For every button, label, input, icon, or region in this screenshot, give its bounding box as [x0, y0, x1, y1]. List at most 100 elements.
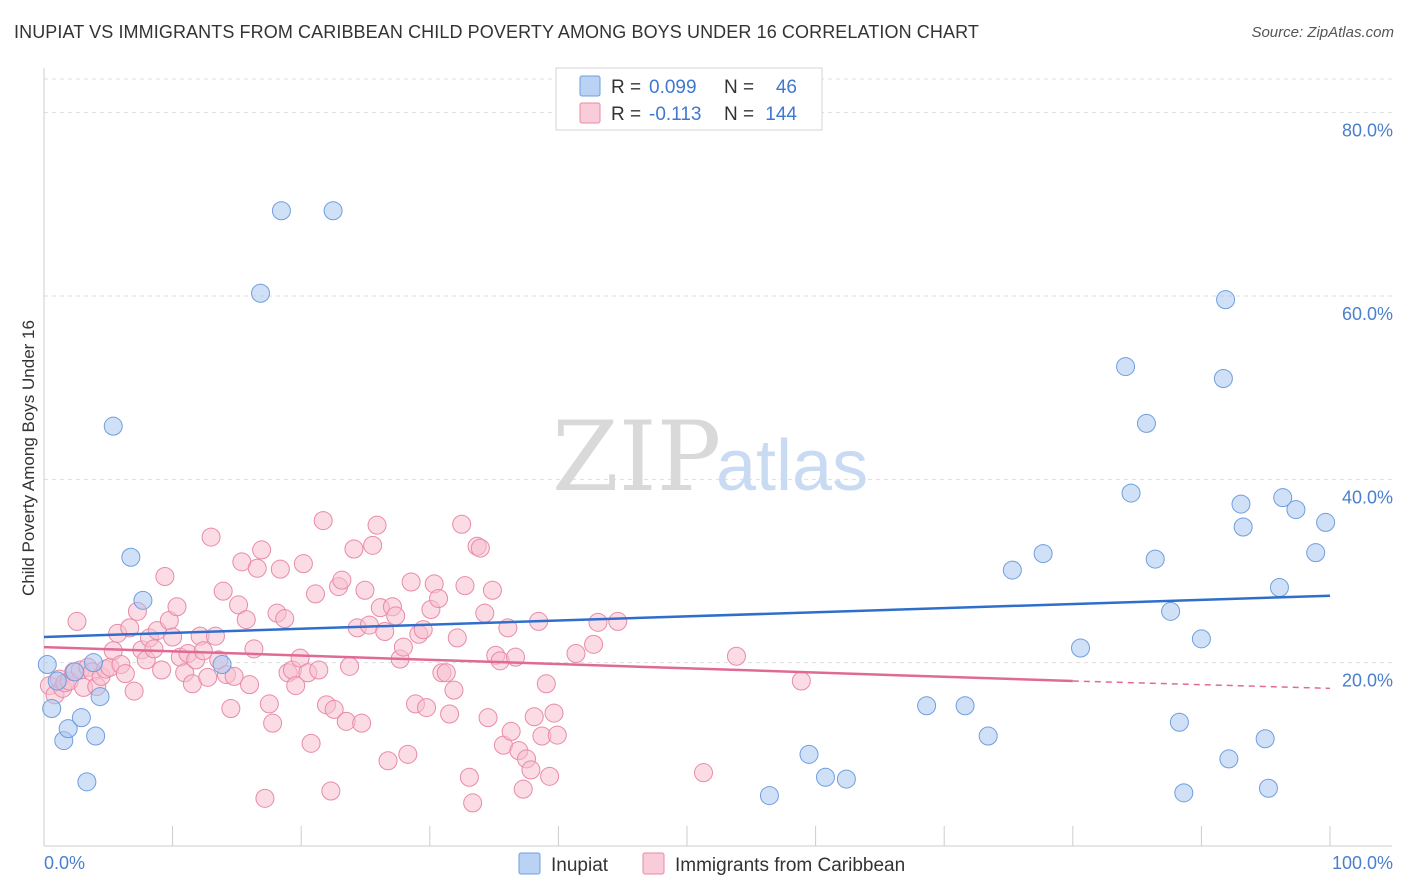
caribbean-point	[521, 760, 541, 780]
caribbean-point	[340, 656, 360, 676]
caribbean-point	[455, 576, 475, 596]
caribbean-point	[452, 514, 472, 534]
inupiat-point	[86, 726, 106, 746]
caribbean-point	[791, 671, 811, 691]
inupiat-point	[42, 699, 62, 718]
caribbean-point	[313, 511, 333, 531]
inupiat-point	[1273, 488, 1293, 508]
legend-r-value: 0.099	[649, 77, 697, 98]
inupiat-point	[759, 786, 779, 806]
caribbean-point	[124, 681, 144, 701]
inupiat-point	[1136, 413, 1156, 433]
caribbean-point	[152, 660, 172, 680]
watermark-atlas: atlas	[716, 426, 868, 506]
inupiat-point	[1121, 483, 1141, 503]
caribbean-point	[67, 611, 87, 631]
legend-r-label: R =	[611, 104, 641, 125]
inupiat-point	[1306, 543, 1326, 563]
caribbean-point	[198, 667, 218, 687]
caribbean-point	[463, 793, 483, 813]
inupiat-point	[1316, 512, 1336, 532]
inupiat-point	[917, 696, 937, 716]
legend-n-value: 46	[776, 77, 797, 98]
caribbean-point	[544, 703, 564, 723]
caribbean-point	[436, 663, 456, 683]
y-tick-label: 60.0%	[1342, 304, 1393, 324]
caribbean-point	[167, 597, 187, 617]
inupiat-point	[1231, 494, 1251, 514]
caribbean-point	[205, 626, 225, 646]
inupiat-point	[1258, 778, 1278, 798]
caribbean-point	[386, 606, 406, 626]
series-caribbean-points	[39, 511, 811, 813]
caribbean-point	[726, 646, 746, 666]
caribbean-point	[429, 589, 449, 608]
caribbean-point	[301, 733, 321, 753]
caribbean-point	[363, 535, 383, 555]
caribbean-point	[475, 603, 495, 623]
inupiat-point	[1286, 500, 1306, 520]
caribbean-point	[155, 567, 175, 586]
x-tick-labels: 0.0% 100.0%	[44, 853, 1393, 873]
inupiat-point	[47, 671, 67, 691]
inupiat-point	[815, 767, 835, 787]
caribbean-trend-extension	[1072, 680, 1331, 690]
axes	[43, 68, 1392, 847]
legend-n-label: N =	[724, 104, 754, 125]
inupiat-point	[65, 662, 85, 682]
caribbean-point	[290, 648, 310, 668]
caribbean-point	[513, 779, 533, 799]
caribbean-point	[229, 595, 249, 615]
caribbean-point	[478, 708, 498, 728]
caribbean-point	[321, 781, 341, 801]
chart-title: INUPIAT VS IMMIGRANTS FROM CARIBBEAN CHI…	[14, 22, 979, 42]
inupiat-point	[1169, 712, 1189, 732]
caribbean-point	[547, 725, 567, 745]
caribbean-point	[367, 515, 387, 535]
inupiat-point	[58, 719, 78, 739]
inupiat-point	[1161, 601, 1181, 621]
series-inupiat-points	[37, 201, 1336, 806]
caribbean-point	[536, 674, 556, 694]
caribbean-trend-line	[43, 645, 1073, 683]
inupiat-point	[103, 416, 123, 436]
caribbean-point	[309, 660, 329, 680]
inupiat-point	[271, 201, 291, 221]
inupiat-point	[90, 687, 110, 707]
caribbean-point	[378, 751, 398, 771]
inupiat-point	[1213, 369, 1233, 388]
caribbean-point	[144, 639, 164, 659]
caribbean-point	[247, 558, 267, 578]
inupiat-point	[836, 769, 856, 789]
caribbean-point	[252, 540, 272, 560]
caribbean-point	[588, 612, 608, 632]
caribbean-point	[417, 698, 437, 718]
caribbean-point	[566, 644, 586, 663]
caribbean-point	[263, 713, 283, 733]
caribbean-point	[444, 680, 464, 700]
y-axis-label: Child Poverty Among Boys Under 16	[19, 320, 38, 596]
inupiat-point	[1255, 729, 1275, 749]
y-tick-label: 40.0%	[1342, 487, 1393, 507]
inupiat-point	[83, 653, 103, 673]
caribbean-point	[259, 694, 279, 714]
caribbean-point	[413, 620, 433, 640]
legend-bottom-swatch-inupiat	[518, 852, 541, 875]
caribbean-point	[293, 554, 313, 574]
legend-swatch-caribbean	[579, 102, 601, 124]
caribbean-point	[201, 527, 221, 547]
caribbean-point	[240, 675, 260, 695]
legend-bottom-label-caribbean: Immigrants from Caribbean	[675, 855, 905, 876]
caribbean-point	[352, 713, 372, 733]
caribbean-point	[120, 618, 140, 638]
caribbean-point	[163, 627, 183, 647]
caribbean-point	[501, 721, 521, 741]
inupiat-point	[323, 201, 343, 221]
source-label: Source: ZipAtlas.com	[1251, 24, 1394, 41]
legend-n-value: 144	[765, 104, 797, 125]
trend-lines	[43, 594, 1331, 690]
inupiat-point	[133, 590, 153, 610]
caribbean-point	[401, 572, 421, 592]
inupiat-point	[251, 283, 271, 303]
watermark-zip: ZIP	[552, 401, 721, 513]
